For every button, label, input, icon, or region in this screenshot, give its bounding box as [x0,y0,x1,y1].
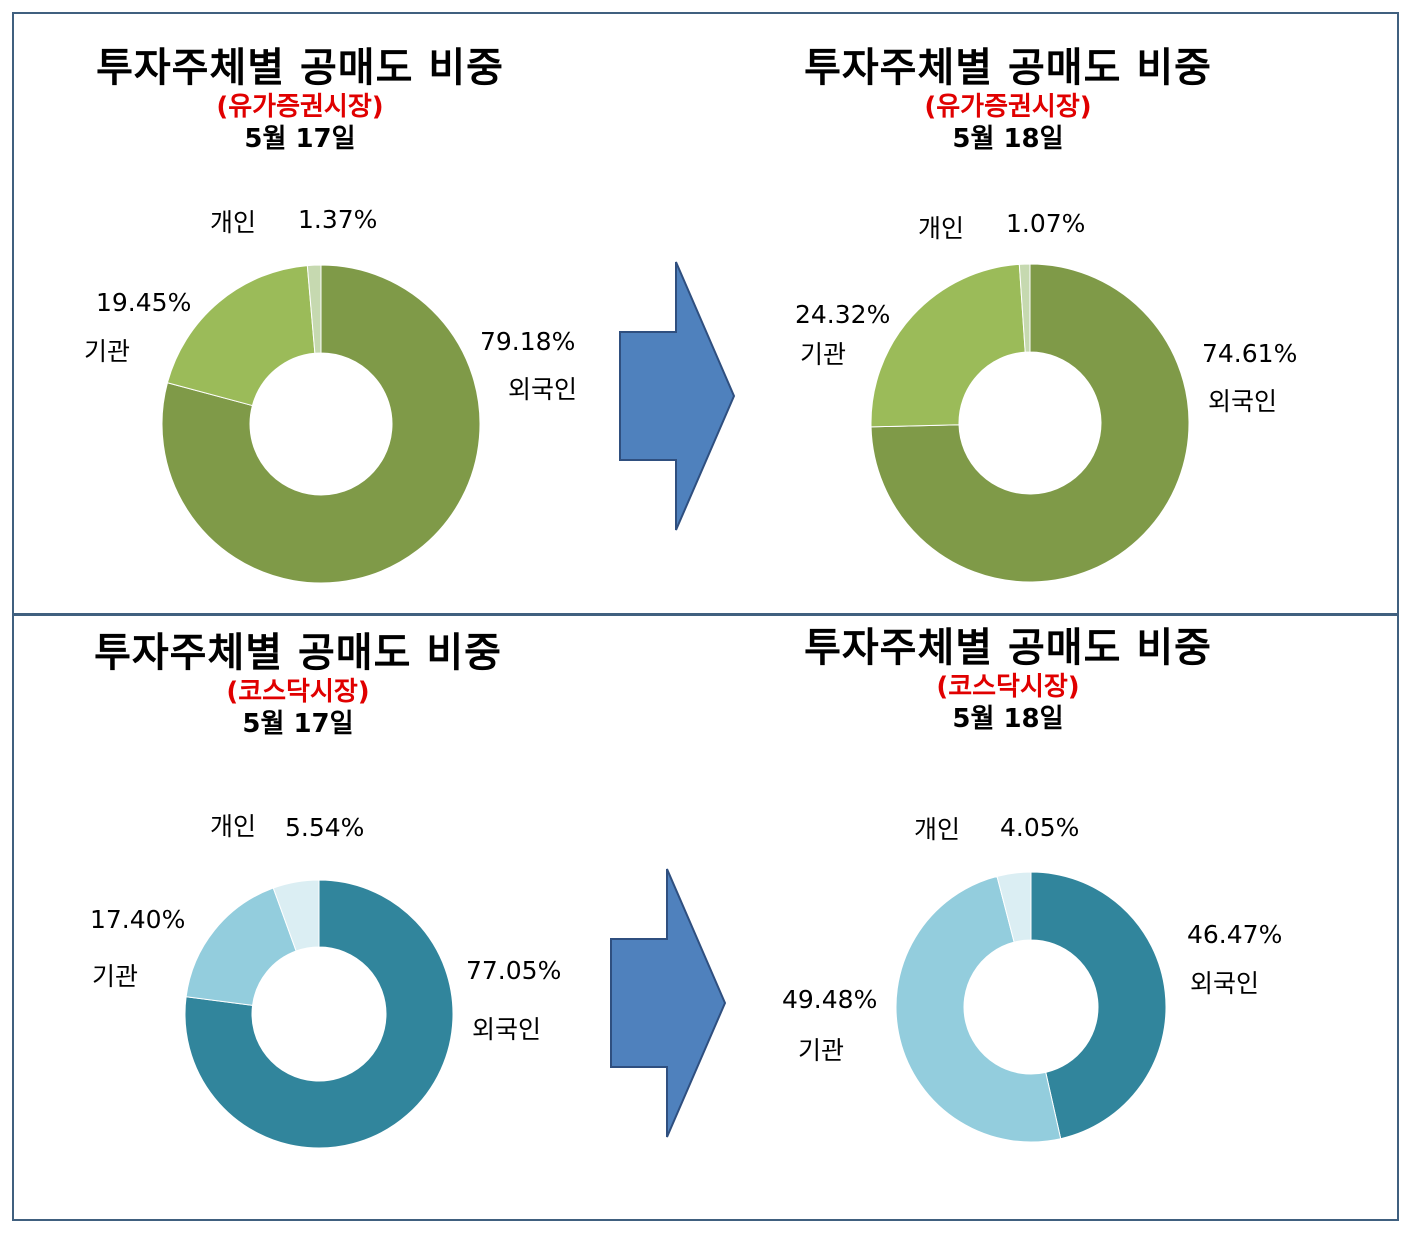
donut-slice [996,871,1032,943]
donut-slice [895,875,1062,1143]
donut-slice [185,887,297,1006]
arrow-right-icon [610,868,727,1138]
chart-title-block: 투자주체별 공매도 비중 (코스닥시장) 5월 17일 [38,630,558,740]
chart-title-block: 투자주체별 공매도 비중 (코스닥시장) 5월 18일 [748,625,1268,735]
slice-name-label: 외국인 [1208,387,1278,416]
slice-name-label: 기관 [798,1036,845,1065]
slice-value-label: 77.05% [466,956,562,985]
slice-name-label: 외국인 [1190,969,1260,998]
slice-name-label: 개인 [914,815,961,844]
donut-slice [1018,263,1031,353]
donut-slice [306,264,322,354]
slice-value-label: 17.40% [90,905,186,934]
chart-title: 투자주체별 공매도 비중 [96,45,504,91]
donut-slice [870,263,1026,428]
slice-name-label: 외국인 [508,375,578,404]
slice-value-label: 1.37% [298,205,378,234]
slice-value-label: 5.54% [285,813,365,842]
date-label: 5월 18일 [952,124,1064,154]
slice-value-label: 24.32% [795,300,891,329]
slice-name-label: 기관 [92,962,139,991]
chart-title-block: 투자주체별 공매도 비중 (유가증권시장) 5월 18일 [748,45,1268,155]
chart-title: 투자주체별 공매도 비중 [804,625,1212,671]
chart-title: 투자주체별 공매도 비중 [804,45,1212,91]
donut-slice [161,264,481,584]
donut-slice [166,265,316,407]
date-label: 5월 18일 [952,704,1064,734]
slice-value-label: 46.47% [1187,920,1283,949]
arrow-right-icon [619,261,736,531]
date-label: 5월 17일 [244,124,356,154]
donut-slice [1030,871,1167,1140]
slice-value-label: 79.18% [480,327,576,356]
slice-name-label: 외국인 [472,1015,542,1044]
slice-name-label: 개인 [918,214,965,243]
slice-name-label: 개인 [210,812,257,841]
kosdaq-panel [12,614,1399,1221]
market-label: (유가증권시장) [924,92,1092,122]
slice-name-label: 기관 [800,340,847,369]
slice-value-label: 1.07% [1006,209,1086,238]
market-label: (코스닥시장) [936,672,1080,702]
donut-slice [272,879,320,952]
slice-name-label: 기관 [84,337,131,366]
chart-title-block: 투자주체별 공매도 비중 (유가증권시장) 5월 17일 [40,45,560,155]
date-label: 5월 17일 [242,709,354,739]
slice-name-label: 개인 [210,208,257,237]
chart-title: 투자주체별 공매도 비중 [94,630,502,676]
market-label: (코스닥시장) [226,677,370,707]
slice-value-label: 19.45% [96,288,192,317]
donut-slice [184,879,454,1149]
slice-value-label: 4.05% [1000,813,1080,842]
slice-value-label: 49.48% [782,985,878,1014]
market-label: (유가증권시장) [216,92,384,122]
donut-slice [870,263,1190,583]
slice-value-label: 74.61% [1202,339,1298,368]
